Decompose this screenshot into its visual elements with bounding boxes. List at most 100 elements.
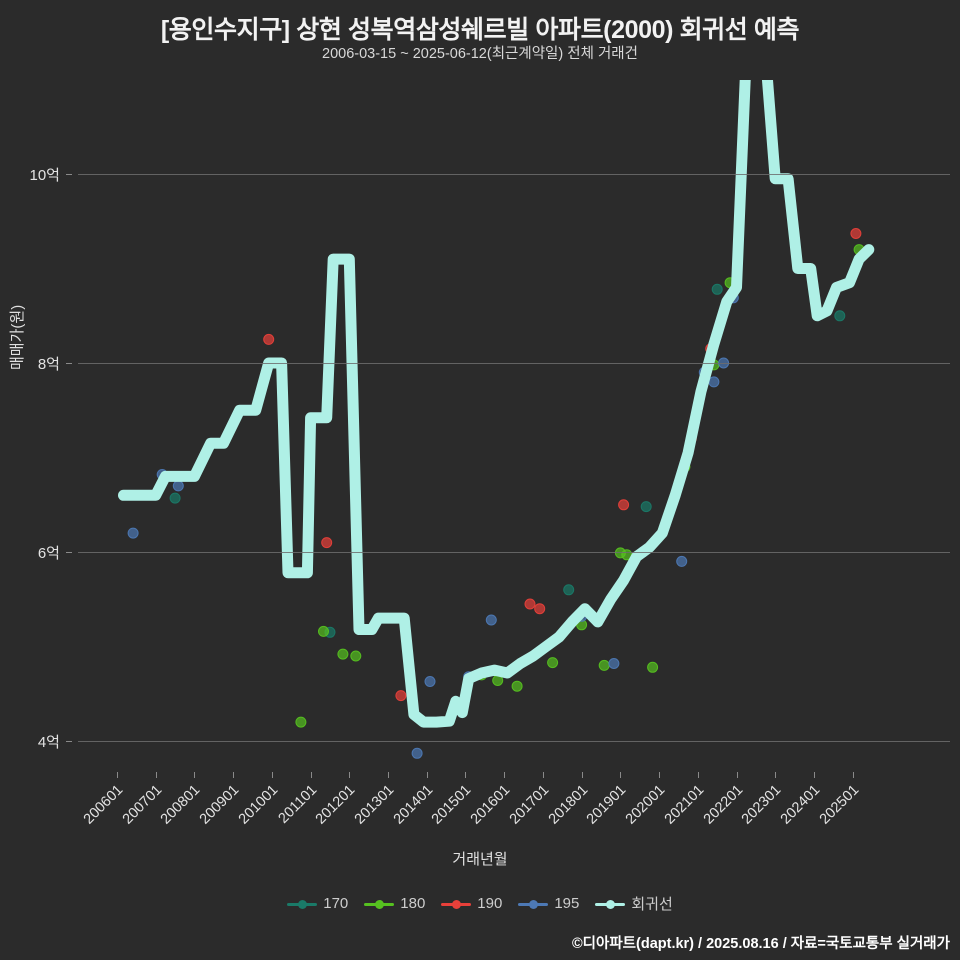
- x-axis-tick-label: 201101: [275, 782, 320, 827]
- x-axis-tick-mark: [736, 772, 738, 778]
- y-axis-tick-label: 4억: [37, 734, 60, 751]
- x-axis-tick-label: 200601: [80, 782, 127, 828]
- legend-item-회귀선[interactable]: 회귀선: [595, 893, 673, 914]
- scatter-point: [485, 614, 497, 626]
- scatter-point: [172, 480, 184, 492]
- x-axis-tick-label: 200901: [196, 782, 243, 828]
- scatter-point: [547, 657, 559, 669]
- scatter-series-180: [295, 244, 865, 728]
- scatter-point: [424, 676, 436, 687]
- regression-line: [118, 80, 875, 728]
- page-title: [용인수지구] 상현 성복역삼성쉐르빌 아파트(2000) 회귀선 예측: [160, 16, 800, 44]
- x-axis-tick-mark: [271, 772, 273, 778]
- legend-item-170[interactable]: 170: [287, 895, 348, 912]
- x-axis-tick-mark: [465, 772, 467, 778]
- x-axis-tick-mark: [659, 772, 661, 778]
- x-axis-tick-mark: [117, 772, 118, 778]
- legend-swatch-icon: [364, 898, 395, 910]
- legend-swatch-icon: [441, 898, 472, 910]
- x-axis-tick-label: 201001: [235, 782, 282, 828]
- scatter-point: [524, 598, 536, 610]
- x-axis-tick-label: 201401: [390, 782, 437, 828]
- legend-label: 170: [323, 895, 349, 912]
- y-axis-tick-mark: [66, 363, 72, 364]
- x-axis-tick-mark: [581, 772, 583, 778]
- y-axis-tick-mark: [66, 174, 72, 175]
- legend-item-195[interactable]: 195: [518, 895, 579, 912]
- scatter-point: [411, 747, 423, 759]
- series-layer: [118, 80, 875, 759]
- x-axis-tick-label: 202001: [622, 782, 669, 828]
- chart-subtitle: 2006-03-15 ~ 2025-06-12(최근계약일) 전체 거래건: [322, 46, 638, 62]
- scatter-point: [295, 716, 307, 728]
- x-axis-tick-mark: [155, 772, 157, 778]
- scatter-point: [834, 310, 846, 322]
- scatter-point: [169, 492, 181, 504]
- scatter-point: [676, 555, 688, 567]
- x-axis-tick-mark: [194, 772, 196, 778]
- scatter-point: [318, 625, 329, 637]
- x-axis-tick-label: 201501: [429, 782, 475, 828]
- scatter-point: [321, 537, 333, 549]
- legend-label: 190: [477, 895, 503, 912]
- legend-swatch-icon: [518, 898, 549, 910]
- x-axis-tick-mark: [775, 772, 777, 778]
- scatter-point: [640, 501, 652, 513]
- legend-label: 195: [554, 895, 580, 912]
- gridline: [78, 174, 950, 175]
- x-axis-tick-label: 201201: [313, 782, 359, 828]
- chart-legend: 170 180 190 195 회귀선: [0, 893, 960, 914]
- footer-credit: ©디아파트(dapt.kr) / 2025.08.16 / 자료=국토교통부 실…: [571, 936, 950, 952]
- scatter-point: [711, 283, 723, 295]
- x-axis-tick-label: 202501: [816, 782, 862, 828]
- scatter-point: [350, 650, 362, 662]
- legend-swatch-icon: [595, 898, 626, 910]
- y-axis-tick-label: 10억: [29, 167, 61, 184]
- x-axis-tick-label: 200801: [158, 782, 204, 828]
- x-axis-tick-label: 202301: [739, 782, 785, 828]
- scatter-point: [263, 333, 275, 345]
- scatter-point: [708, 376, 720, 388]
- x-axis-tick-mark: [620, 772, 622, 778]
- legend-swatch-icon: [287, 898, 318, 910]
- x-axis-tick-label: 201301: [351, 782, 398, 828]
- x-axis-tick-label: 201901: [584, 782, 630, 828]
- plot-area: [78, 80, 950, 770]
- scatter-point: [563, 584, 575, 596]
- x-axis-title: 거래년월: [452, 851, 508, 868]
- x-axis-tick-label: 201801: [545, 782, 591, 828]
- x-axis-tick-mark: [310, 772, 312, 778]
- x-axis-tick-mark: [504, 772, 506, 778]
- x-axis-tick-label: 202101: [661, 782, 708, 828]
- x-axis-ticks: 200601 200701 200801 200901 201001 201101 2012…: [78, 772, 950, 842]
- scatter-point: [647, 661, 659, 673]
- legend-item-190[interactable]: 190: [441, 895, 502, 912]
- x-axis-tick-label: 202401: [777, 782, 824, 828]
- y-axis-tick-mark: [66, 741, 72, 742]
- gridline: [78, 552, 950, 553]
- x-axis-tick-mark: [697, 772, 699, 778]
- gridline: [78, 363, 950, 364]
- x-axis-tick-mark: [542, 772, 544, 778]
- scatter-point: [608, 658, 620, 669]
- x-axis-tick-mark: [852, 772, 854, 778]
- x-axis-tick-mark: [426, 772, 428, 778]
- scatter-point: [598, 659, 610, 671]
- gridline: [78, 741, 950, 742]
- legend-label: 180: [400, 895, 426, 912]
- scatter-point: [618, 499, 630, 511]
- scatter-point: [395, 690, 407, 702]
- x-axis-tick-label: 201701: [506, 782, 553, 828]
- scatter-point: [534, 603, 546, 615]
- scatter-point: [127, 527, 139, 539]
- x-axis-tick-label: 202201: [700, 782, 746, 828]
- legend-label: 회귀선: [631, 896, 673, 913]
- legend-item-180[interactable]: 180: [364, 895, 425, 912]
- x-axis-tick-label: 201601: [467, 782, 514, 828]
- x-axis-tick-label: 200701: [119, 782, 166, 828]
- scatter-point: [511, 680, 523, 692]
- x-axis-tick-mark: [388, 772, 390, 778]
- y-axis-tick-mark: [66, 552, 72, 553]
- x-axis-tick-mark: [233, 772, 235, 778]
